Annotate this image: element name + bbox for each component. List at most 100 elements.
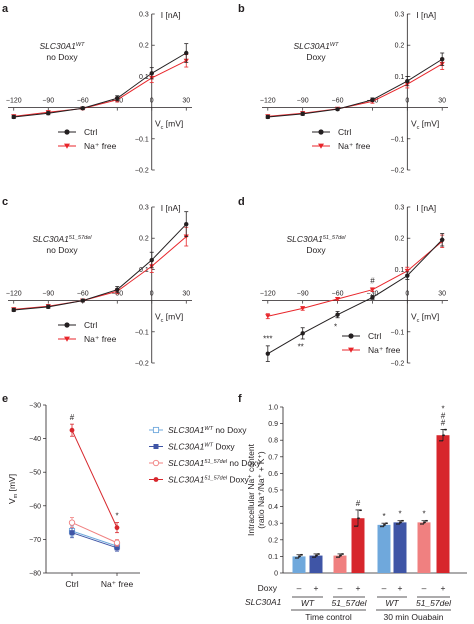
data-dot bbox=[298, 555, 300, 558]
doxy-sign: + bbox=[356, 583, 361, 593]
doxy-sign: + bbox=[441, 583, 446, 593]
significance-mark: * bbox=[115, 512, 118, 521]
marker-open-circle bbox=[152, 459, 160, 467]
series-line-na bbox=[267, 240, 443, 317]
y-tick-label: −70 bbox=[29, 537, 41, 544]
gene-label: WT bbox=[385, 598, 399, 608]
significance-mark: * bbox=[422, 510, 425, 519]
marker-open-circle bbox=[113, 539, 121, 546]
x-tick-label: 0 bbox=[405, 98, 409, 105]
series-line-wt_no_doxy bbox=[71, 530, 118, 547]
y-tick-label: −0.2 bbox=[390, 361, 404, 368]
significance-mark: # bbox=[370, 277, 375, 286]
panel-label-d: d bbox=[238, 196, 245, 208]
bar-panel-f: f 0 0.1 0.2 0.3 0.4 0.5 0.6 0.7 0.8 0.9 1.0 Intracel… bbox=[238, 393, 467, 622]
data-dot bbox=[441, 439, 443, 442]
panel-label-f: f bbox=[238, 393, 242, 405]
marker-filled-square bbox=[69, 530, 75, 536]
data-dot bbox=[423, 521, 425, 524]
x-tick-label: 30 bbox=[182, 98, 190, 105]
y-tick-label: 1.0 bbox=[268, 405, 278, 412]
data-dot bbox=[422, 523, 424, 525]
y-tick-label: 0.2 bbox=[139, 43, 149, 50]
data-point-na-free bbox=[404, 268, 410, 274]
data-point-na-free bbox=[265, 314, 271, 319]
condition-label: no Doxy bbox=[46, 52, 78, 62]
legend-label-wt_doxy: SLC30A1WT Doxy bbox=[168, 442, 235, 452]
gene-row-label: SLC30A1 bbox=[245, 597, 282, 607]
y-tick-label: −50 bbox=[29, 470, 41, 477]
data-dot bbox=[354, 525, 356, 528]
y-tick-label: −0.2 bbox=[135, 168, 149, 175]
y-tick-label: 0.2 bbox=[395, 43, 405, 50]
bar bbox=[333, 555, 347, 573]
data-dot bbox=[315, 554, 317, 557]
genotype-label: SLC30A151_57del bbox=[32, 234, 92, 244]
y-tick-label: 0.1 bbox=[139, 74, 149, 81]
data-dot bbox=[383, 523, 385, 526]
genotype-label: SLC30A1WT bbox=[40, 41, 86, 51]
panel-label-b: b bbox=[238, 3, 245, 15]
doxy-sign: + bbox=[398, 583, 403, 593]
series-line-ctrl bbox=[13, 223, 187, 311]
data-dot bbox=[380, 525, 382, 528]
data-point-ctrl bbox=[265, 351, 271, 356]
legend-label-wt_no_doxy: SLC30A1WT no Doxy bbox=[168, 425, 247, 435]
y-tick-label: −0.2 bbox=[390, 168, 404, 175]
y-tick-label: 0.3 bbox=[268, 521, 278, 528]
x-tick-label: Na⁺ free bbox=[101, 579, 134, 589]
bar bbox=[351, 518, 365, 573]
data-dot bbox=[359, 509, 361, 512]
x-tick-label: −90 bbox=[297, 98, 309, 105]
significance-mark: * bbox=[398, 510, 401, 519]
y-tick-label: 0.6 bbox=[268, 471, 278, 478]
y-tick-label: −40 bbox=[29, 436, 41, 443]
series-line-del_doxy bbox=[71, 429, 118, 528]
x-axis-label: Vc [mV] bbox=[155, 312, 183, 324]
significance-mark: * bbox=[334, 323, 337, 332]
legend-ctrl-marker bbox=[64, 322, 70, 328]
data-point-ctrl bbox=[46, 304, 51, 310]
data-point-ctrl bbox=[370, 295, 375, 300]
data-dot bbox=[317, 553, 319, 555]
legend-ctrl-marker bbox=[348, 333, 354, 339]
data-dot bbox=[439, 439, 441, 442]
data-dot bbox=[356, 525, 358, 528]
y-axis-label: Vm [mV] bbox=[7, 474, 19, 504]
y-tick-label: 0.1 bbox=[139, 267, 149, 274]
x-tick-label: 0 bbox=[150, 291, 154, 298]
marker-filled-circle bbox=[114, 525, 120, 531]
bar bbox=[309, 555, 323, 573]
data-point-ctrl bbox=[184, 221, 189, 227]
data-point-ctrl bbox=[405, 78, 410, 84]
doxy-sign: – bbox=[382, 583, 387, 593]
legend-na-marker bbox=[348, 347, 354, 353]
series-line-wt_doxy bbox=[71, 532, 118, 549]
series-line-na bbox=[267, 63, 443, 117]
x-tick-label: −90 bbox=[42, 291, 54, 298]
doxy-sign: – bbox=[297, 583, 302, 593]
data-dot bbox=[385, 522, 387, 525]
marker-filled-circle bbox=[69, 427, 75, 433]
data-point-ctrl bbox=[335, 312, 340, 317]
data-point-ctrl bbox=[265, 114, 271, 120]
legend-na-label: Na⁺ free bbox=[84, 334, 117, 344]
condition-label: no Doxy bbox=[46, 245, 78, 255]
significance-mark: *** bbox=[263, 335, 272, 344]
data-dot bbox=[300, 553, 302, 556]
marker-open-square bbox=[152, 426, 160, 434]
y-tick-label: 0.3 bbox=[395, 12, 405, 19]
y-tick-label: 0.5 bbox=[268, 488, 278, 495]
x-tick-label: −90 bbox=[297, 291, 309, 298]
marker-filled-square bbox=[114, 545, 120, 551]
y-tick-label: −0.2 bbox=[135, 361, 149, 368]
data-point-ctrl bbox=[149, 257, 154, 263]
y-tick-label: −60 bbox=[29, 503, 41, 510]
legend-na-marker bbox=[318, 143, 324, 149]
significance-mark: # bbox=[441, 411, 446, 420]
y-tick-label: 0.1 bbox=[395, 74, 405, 81]
x-tick-label: −60 bbox=[332, 291, 344, 298]
